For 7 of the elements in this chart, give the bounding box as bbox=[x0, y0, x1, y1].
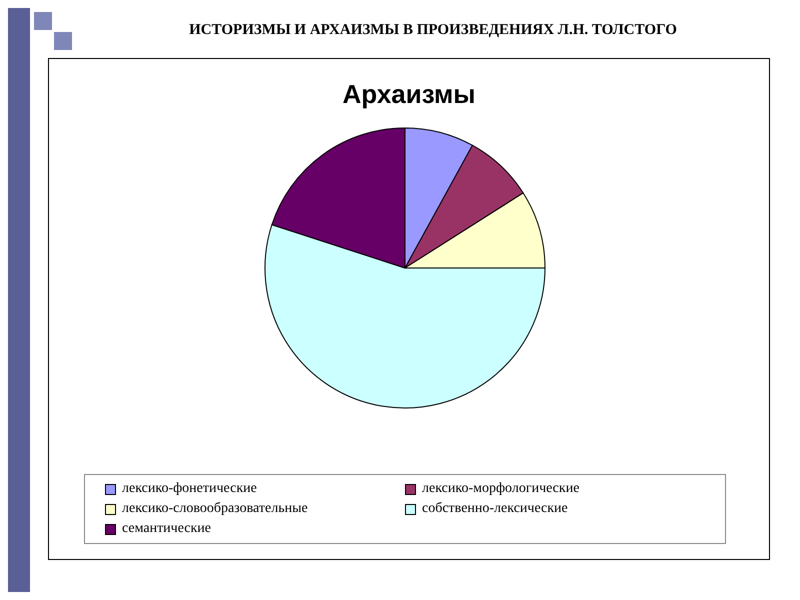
chart-title: ИСТОРИЗМЫ И АРХАИЗМЫ В ПРОИЗВЕДЕНИЯХ Л.Н. ТОЛСТОГО bbox=[188, 22, 678, 39]
legend-label: собственно-лексические bbox=[422, 501, 568, 517]
legend-label: семантические bbox=[122, 521, 212, 537]
legend-label: лексико-фонетические bbox=[122, 481, 257, 497]
legend-label: лексико-морфологические bbox=[422, 481, 580, 497]
legend-label: лексико-словообразовательные bbox=[122, 501, 308, 517]
chart-subtitle: Архаизмы bbox=[342, 79, 476, 111]
